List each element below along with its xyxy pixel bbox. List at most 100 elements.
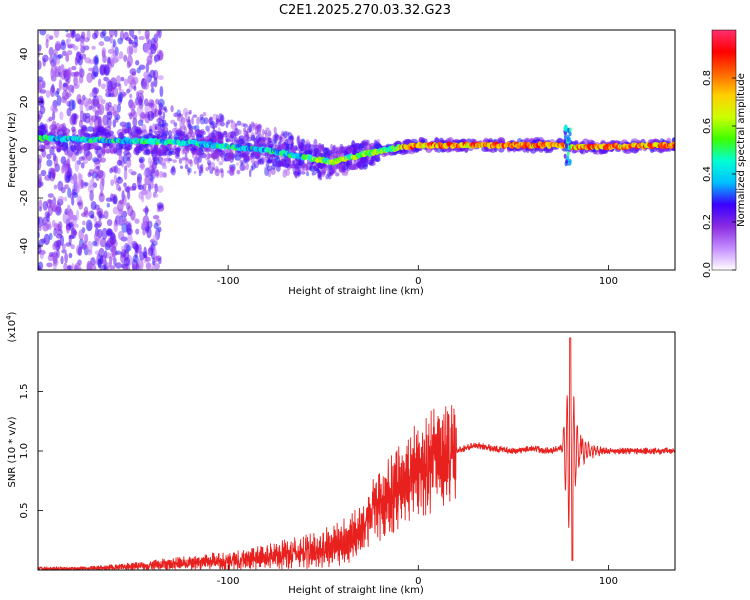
spectrogram-cell [75, 33, 81, 42]
spectrogram-cell [568, 158, 572, 164]
spectrogram-cell [117, 200, 124, 212]
colorbar-tick-label: 0.2 [702, 214, 713, 230]
spectrogram-cell [133, 85, 137, 91]
spectrogram-cell [126, 156, 131, 162]
spectrogram-cell [86, 72, 93, 84]
spectrogram-cell [126, 222, 132, 235]
spectrogram-cell [39, 105, 46, 115]
spectrogram-cell [173, 112, 177, 118]
spectrogram-cell [172, 159, 177, 163]
spectrogram-cell [262, 153, 266, 157]
spectrogram-cell [106, 227, 113, 237]
spectrogram-cell [133, 147, 139, 156]
spectrogram-cell [210, 161, 215, 170]
spectrogram-cell [103, 210, 109, 220]
y-tick-label: 0 [19, 147, 30, 153]
spectrogram-cell [38, 47, 41, 58]
spectrogram-cell [143, 170, 147, 177]
spectrogram-cell [71, 214, 78, 226]
spectrogram-cell [179, 120, 183, 129]
spectrogram-cell [58, 79, 63, 91]
spectrogram-cell [206, 152, 210, 160]
spectrogram-cell [157, 185, 164, 193]
spectrogram-cell [105, 132, 111, 139]
spectrogram-cell [66, 204, 71, 217]
spectrogram-cell [236, 120, 242, 126]
spectrogram-cell [85, 249, 93, 256]
spectrogram-cell [45, 38, 49, 49]
spectrogram-cell [115, 184, 121, 191]
spectrogram-cell [399, 148, 407, 156]
spectrogram-cell [40, 169, 47, 177]
colorbar: 0.0 0.2 0.4 0.6 0.8 Normalized spectral ampl… [702, 29, 747, 278]
spectrogram-cell [143, 251, 148, 259]
spectrogram-cell [112, 49, 117, 57]
spectrogram-cell [146, 55, 153, 66]
spectrogram-cell [42, 80, 46, 89]
spectrogram-cell [158, 110, 162, 116]
spectrogram-cell [42, 54, 49, 63]
spectrogram-cell [137, 92, 144, 104]
spectrogram-cell [114, 30, 118, 38]
spectrogram-cell [265, 127, 270, 132]
spectrogram-cell [157, 75, 164, 81]
spectrogram-cell [184, 157, 190, 166]
spectrogram-cell [159, 85, 164, 98]
spectrogram-cell [248, 169, 252, 178]
spectrogram-cell [139, 251, 145, 261]
spectrogram-cell [82, 53, 87, 60]
spectrogram-cell [123, 217, 127, 226]
spectrogram-cell [568, 127, 572, 133]
spectrogram-cell [99, 264, 107, 270]
spectrogram-cell [311, 172, 315, 176]
spectrogram-cell [68, 99, 75, 112]
spectrogram-cell [98, 41, 105, 47]
spectrogram-cell [266, 159, 273, 164]
spectrogram-cell [38, 82, 43, 93]
spectrogram-cell [51, 219, 56, 228]
spectrogram-cell [129, 93, 133, 99]
spectrogram-cell [118, 211, 125, 217]
spectrogram-cell [563, 139, 567, 144]
spectrogram-cell [38, 144, 46, 153]
spectrogram-cell [92, 240, 98, 247]
spectrogram-heatmap [38, 30, 675, 270]
spectrogram-cell [120, 76, 125, 82]
spectrogram-cell [78, 156, 85, 162]
spectrogram-cell [157, 226, 162, 233]
spectrogram-cell [239, 152, 248, 158]
spectrogram-cell [98, 193, 105, 203]
spectrogram-cell [144, 189, 152, 200]
spectrogram-cell [162, 165, 167, 170]
spectrogram-cell [138, 35, 145, 41]
spectrogram-cell [251, 162, 256, 170]
spectrogram-cell [565, 143, 568, 149]
spectrogram-cell [88, 67, 95, 72]
spectrogram-cell [153, 33, 159, 43]
spectrogram-cell [132, 254, 139, 264]
spectrogram-cell [159, 161, 162, 165]
spectrogram-cell [145, 256, 151, 262]
spectrogram-cell [46, 262, 53, 268]
spectrogram-cell [128, 168, 134, 174]
spectrogram-cell [101, 149, 106, 154]
spectrogram-cell [98, 106, 102, 115]
spectrogram-cell [38, 60, 42, 70]
spectrogram-cell [69, 174, 77, 185]
spectrogram-cell [140, 111, 146, 120]
spectrogram-cell [155, 155, 161, 160]
spectrogram-cell [236, 129, 242, 135]
spectrogram-cell [305, 171, 310, 177]
spectrogram-cell [110, 77, 117, 90]
x-tick-label: -100 [217, 576, 240, 587]
spectrogram-cell [68, 252, 73, 259]
spectrogram-cell [70, 71, 76, 77]
snr-y-multiplier: (x104) [5, 311, 18, 342]
spectrogram-cell [77, 55, 83, 66]
spectrogram-cell [53, 155, 58, 168]
spectrogram-cell [52, 242, 58, 251]
spectrogram-cell [47, 204, 53, 217]
spectrogram-cell [129, 68, 137, 76]
spectrogram-cell [285, 143, 290, 150]
spectrogram-cell [218, 113, 224, 122]
